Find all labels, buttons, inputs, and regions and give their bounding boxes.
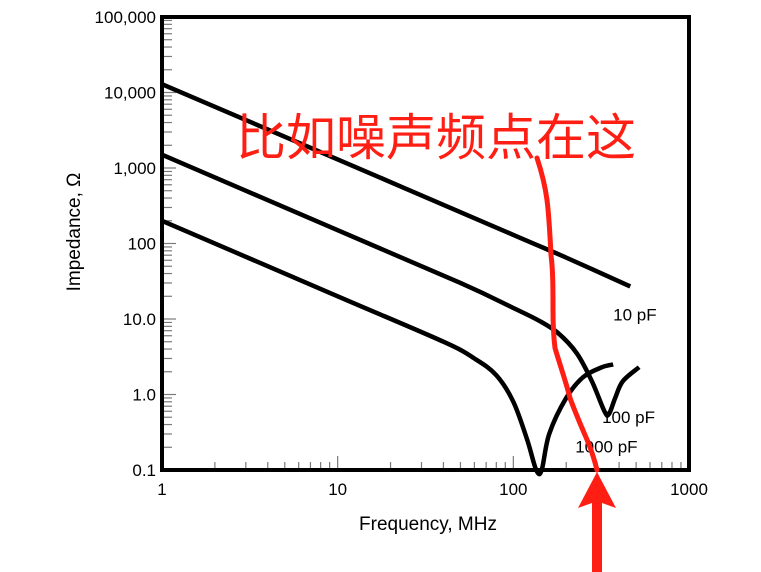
y-tick-label: 100,000 [95, 8, 156, 27]
annotation-text: 比如噪声频点在这 [236, 109, 636, 167]
y-axis-title: Impedance, Ω [64, 173, 85, 292]
y-tick-label: 100 [128, 235, 156, 254]
y-tick-label: 10.0 [123, 310, 156, 329]
y-tick-labels: 0.1 1.0 10.0 100 1,000 10,000 100,000 [95, 8, 156, 480]
series-label: 100 pF [602, 408, 655, 427]
y-tick-label: 10,000 [104, 84, 156, 103]
curve-100pf [161, 152, 641, 418]
x-tick-label: 100 [499, 480, 527, 499]
arrow-head-icon [578, 472, 616, 572]
y-tick-label: 0.1 [132, 461, 156, 480]
y-tick-label: 1.0 [132, 386, 156, 405]
curve-10pf [161, 82, 632, 289]
x-tick-label: 10 [328, 480, 347, 499]
curve-1000pf [161, 218, 614, 477]
y-tick-label: 1,000 [113, 159, 156, 178]
x-tick-label: 1000 [670, 480, 708, 499]
series-labels: 10 pF 100 pF 1000 pF [575, 306, 656, 457]
series-label: 10 pF [613, 306, 656, 325]
plot-frame [160, 15, 691, 472]
annotation-layer: 比如噪声频点在这 [236, 109, 636, 572]
x-axis-title: Frequency, MHz [359, 514, 497, 535]
freehand-pointer-line [534, 155, 600, 473]
curves [161, 82, 641, 477]
x-tick-labels: 1 10 100 1000 [157, 480, 708, 499]
x-tick-label: 1 [157, 480, 166, 499]
series-label: 1000 pF [575, 438, 637, 457]
